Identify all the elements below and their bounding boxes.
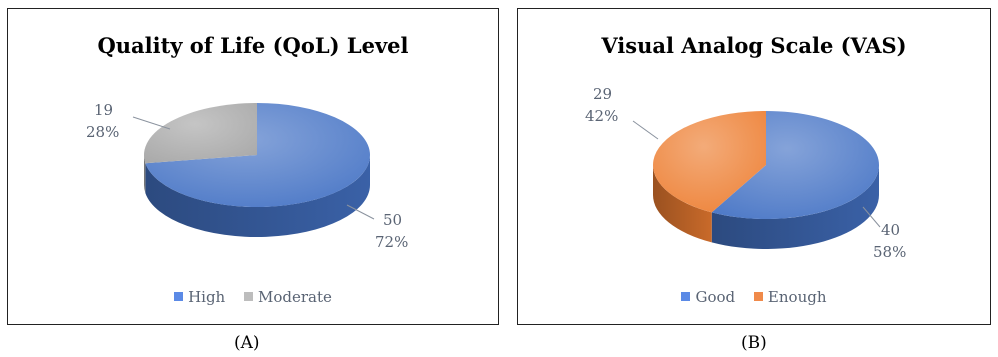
pie-chart-vas: 40 58% 29 42%	[585, 85, 906, 261]
legend-label: High	[188, 288, 226, 306]
pie-slice-high	[145, 103, 370, 207]
data-label-value: 40	[881, 221, 900, 239]
figure-caption: (A)	[234, 333, 260, 353]
legend-label: Enough	[767, 288, 827, 306]
legend-swatch-moderate	[244, 292, 254, 301]
chart-panel-qol: Quality of Life (QoL) Level 50 72% 19 28% H…	[7, 8, 499, 325]
legend-swatch-good	[681, 292, 691, 301]
data-label-percent: 42%	[585, 107, 618, 125]
legend: High Moderate	[8, 288, 498, 306]
legend-item-good: Good	[681, 288, 735, 306]
legend-label: Moderate	[258, 288, 332, 306]
data-label-percent: 58%	[873, 243, 906, 261]
data-label-value: 19	[94, 101, 113, 119]
chart-title: Quality of Life (QoL) Level	[97, 33, 409, 58]
chart-title: Visual Analog Scale (VAS)	[601, 33, 907, 58]
leader-line	[632, 120, 659, 140]
pie-side-high	[145, 155, 370, 237]
data-label-percent: 28%	[86, 123, 119, 141]
legend-swatch-enough	[753, 292, 763, 301]
leader-line	[862, 206, 881, 228]
pie-slice-good	[711, 111, 879, 219]
legend: Good Enough	[518, 288, 990, 306]
pie-side-good	[711, 165, 879, 249]
pie-side-enough	[653, 165, 712, 243]
leader-line	[346, 204, 375, 220]
pie-slice-moderate	[143, 103, 257, 164]
legend-label: Good	[695, 288, 736, 306]
legend-item-high: High	[174, 288, 225, 306]
leader-line	[132, 116, 171, 130]
pie-slice-enough	[653, 111, 766, 213]
data-label-percent: 72%	[375, 233, 408, 251]
legend-swatch-high	[174, 292, 184, 301]
chart-panel-vas: Visual Analog Scale (VAS) 40 58% 29 42% Goo…	[517, 8, 991, 325]
data-label-value: 50	[383, 211, 402, 229]
pie-side-moderate	[144, 155, 146, 194]
figure-caption: (B)	[741, 333, 767, 353]
data-label-value: 29	[593, 85, 612, 103]
legend-item-moderate: Moderate	[244, 288, 332, 306]
pie-chart-qol: 50 72% 19 28%	[86, 101, 408, 251]
legend-item-enough: Enough	[753, 288, 827, 306]
